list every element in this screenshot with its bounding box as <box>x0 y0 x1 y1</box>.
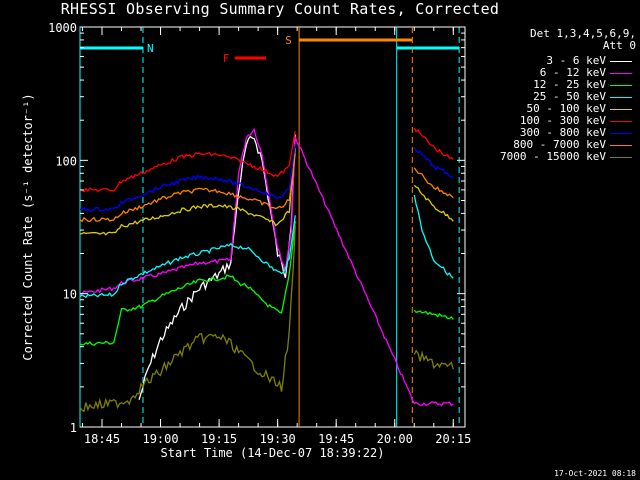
legend: Det 1,3,4,5,6,9, Att 0 3 - 6 keV 6 - 12 k… <box>472 28 636 163</box>
flag-n-label: N <box>147 42 154 55</box>
legend-entry-label: 25 - 50 keV <box>533 90 606 103</box>
legend-entry: 6 - 12 keV <box>472 67 636 79</box>
series-line-0 <box>138 134 296 400</box>
legend-detectors: Det 1,3,4,5,6,9, <box>530 27 636 40</box>
y-tick-label: 100 <box>55 154 77 168</box>
observing-flags: N F S <box>79 27 460 427</box>
legend-swatch <box>610 157 632 158</box>
legend-entry: 12 - 25 keV <box>472 79 636 91</box>
x-tick-label: 20:15 <box>435 432 471 446</box>
legend-swatch <box>610 121 632 122</box>
legend-swatch <box>610 85 632 86</box>
legend-swatch <box>610 145 632 146</box>
x-tick-label: 18:45 <box>84 432 120 446</box>
plot-area <box>79 26 466 428</box>
chart-title: RHESSI Observing Summary Count Rates, Co… <box>60 0 500 18</box>
axes: 1 10 100 1000 18:45 19:00 19:15 19:30 19:45 20:00… <box>48 21 471 446</box>
legend-swatch <box>610 61 632 62</box>
series-line-2 <box>79 221 454 346</box>
legend-entry: 3 - 6 keV <box>472 55 636 67</box>
series-line-1 <box>79 127 454 407</box>
series-line-3 <box>79 194 454 299</box>
x-tick-label: 19:00 <box>142 432 178 446</box>
legend-entry-label: 50 - 100 keV <box>526 102 606 115</box>
legend-attenuator: Att 0 <box>602 39 636 52</box>
flag-s-label: S <box>285 34 292 47</box>
legend-entry: 300 - 800 keV <box>472 127 636 139</box>
series-lines <box>79 127 454 413</box>
x-tick-label: 19:45 <box>318 432 354 446</box>
legend-entry: 50 - 100 keV <box>472 103 636 115</box>
y-tick-label: 10 <box>63 288 77 302</box>
render-timestamp: 17-Oct-2021 08:18 <box>554 469 636 478</box>
legend-entry: 7000 - 15000 keV <box>472 151 636 163</box>
plot-frame <box>79 26 466 428</box>
y-tick-label: 1 <box>70 421 77 435</box>
legend-entry-label: 300 - 800 keV <box>519 126 606 139</box>
y-tick-label: 1000 <box>48 21 77 35</box>
legend-entry: 800 - 7000 keV <box>472 139 636 151</box>
x-axis-label: Start Time (14-Dec-07 18:39:22) <box>161 446 385 460</box>
x-tick-label: 19:15 <box>201 432 237 446</box>
legend-entry-label: 800 - 7000 keV <box>513 138 606 151</box>
legend-entry: 100 - 300 keV <box>472 115 636 127</box>
legend-swatch <box>610 109 632 110</box>
series-line-5 <box>79 127 454 193</box>
legend-entry-label: 6 - 12 keV <box>539 66 606 79</box>
legend-swatch <box>610 133 632 134</box>
series-line-8 <box>79 225 454 413</box>
series-line-7 <box>79 153 454 223</box>
y-axis-label: Corrected Count Rate (s⁻¹ detector⁻¹) <box>21 93 35 360</box>
legend-swatch <box>610 73 632 74</box>
legend-entry: 25 - 50 keV <box>472 91 636 103</box>
legend-entry-label: 7000 - 15000 keV <box>500 150 606 163</box>
legend-swatch <box>610 97 632 98</box>
x-tick-label: 19:30 <box>260 432 296 446</box>
series-line-6 <box>79 144 454 212</box>
series-line-4 <box>79 148 454 236</box>
legend-entries: 3 - 6 keV 6 - 12 keV 12 - 25 keV 25 - 50 ke… <box>472 55 636 163</box>
x-tick-label: 20:00 <box>377 432 413 446</box>
flag-f-label: F <box>223 52 230 65</box>
legend-entry-label: 12 - 25 keV <box>533 78 606 91</box>
legend-entry-label: 3 - 6 keV <box>546 54 606 67</box>
legend-entry-label: 100 - 300 keV <box>519 114 606 127</box>
